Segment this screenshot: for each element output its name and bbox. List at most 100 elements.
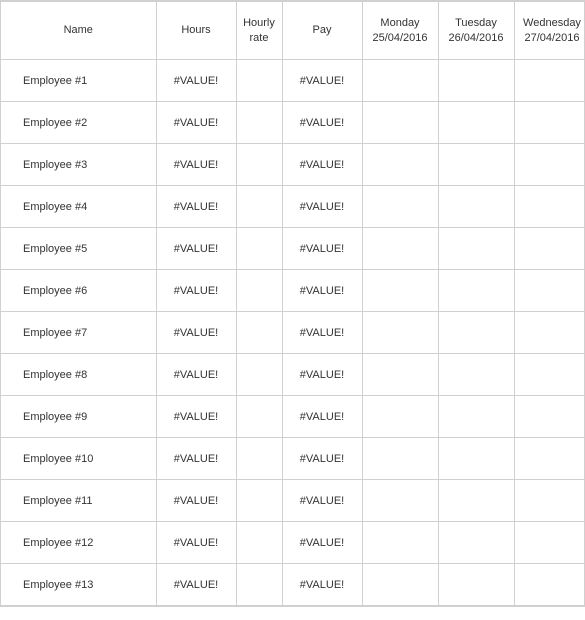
cell-mon[interactable] xyxy=(362,312,438,354)
cell-wed[interactable] xyxy=(514,270,585,312)
cell-rate[interactable] xyxy=(236,438,282,480)
cell-tue[interactable] xyxy=(438,60,514,102)
cell-tue[interactable] xyxy=(438,144,514,186)
cell-rate[interactable] xyxy=(236,228,282,270)
cell-hours[interactable]: #VALUE! xyxy=(156,102,236,144)
cell-tue[interactable] xyxy=(438,396,514,438)
cell-hours[interactable]: #VALUE! xyxy=(156,438,236,480)
col-header-wednesday[interactable]: Wednesday 27/04/2016 xyxy=(514,2,585,60)
col-header-tuesday[interactable]: Tuesday 26/04/2016 xyxy=(438,2,514,60)
col-header-name[interactable]: Name xyxy=(1,2,156,60)
cell-mon[interactable] xyxy=(362,144,438,186)
cell-pay[interactable]: #VALUE! xyxy=(282,396,362,438)
cell-hours[interactable]: #VALUE! xyxy=(156,270,236,312)
cell-mon[interactable] xyxy=(362,270,438,312)
cell-pay[interactable]: #VALUE! xyxy=(282,144,362,186)
cell-wed[interactable] xyxy=(514,228,585,270)
cell-name[interactable]: Employee #6 xyxy=(1,270,156,312)
table-row: Employee #4 #VALUE! #VALUE! xyxy=(1,186,585,228)
cell-tue[interactable] xyxy=(438,186,514,228)
cell-rate[interactable] xyxy=(236,396,282,438)
table-row: Employee #3 #VALUE! #VALUE! xyxy=(1,144,585,186)
cell-name[interactable]: Employee #11 xyxy=(1,480,156,522)
cell-pay[interactable]: #VALUE! xyxy=(282,438,362,480)
cell-rate[interactable] xyxy=(236,312,282,354)
cell-mon[interactable] xyxy=(362,354,438,396)
cell-mon[interactable] xyxy=(362,564,438,606)
cell-rate[interactable] xyxy=(236,144,282,186)
cell-hours[interactable]: #VALUE! xyxy=(156,144,236,186)
cell-name[interactable]: Employee #1 xyxy=(1,60,156,102)
cell-rate[interactable] xyxy=(236,186,282,228)
cell-mon[interactable] xyxy=(362,396,438,438)
cell-name[interactable]: Employee #4 xyxy=(1,186,156,228)
cell-mon[interactable] xyxy=(362,480,438,522)
cell-tue[interactable] xyxy=(438,102,514,144)
cell-pay[interactable]: #VALUE! xyxy=(282,228,362,270)
cell-wed[interactable] xyxy=(514,102,585,144)
cell-tue[interactable] xyxy=(438,354,514,396)
cell-wed[interactable] xyxy=(514,396,585,438)
cell-name[interactable]: Employee #8 xyxy=(1,354,156,396)
cell-wed[interactable] xyxy=(514,186,585,228)
cell-hours[interactable]: #VALUE! xyxy=(156,522,236,564)
cell-tue[interactable] xyxy=(438,312,514,354)
cell-pay[interactable]: #VALUE! xyxy=(282,480,362,522)
cell-tue[interactable] xyxy=(438,480,514,522)
cell-mon[interactable] xyxy=(362,60,438,102)
cell-name[interactable]: Employee #3 xyxy=(1,144,156,186)
cell-rate[interactable] xyxy=(236,60,282,102)
cell-pay[interactable]: #VALUE! xyxy=(282,270,362,312)
cell-hours[interactable]: #VALUE! xyxy=(156,186,236,228)
cell-pay[interactable]: #VALUE! xyxy=(282,102,362,144)
cell-rate[interactable] xyxy=(236,564,282,606)
cell-rate[interactable] xyxy=(236,522,282,564)
cell-rate[interactable] xyxy=(236,354,282,396)
cell-tue[interactable] xyxy=(438,228,514,270)
col-header-pay[interactable]: Pay xyxy=(282,2,362,60)
cell-wed[interactable] xyxy=(514,480,585,522)
col-header-monday[interactable]: Monday 25/04/2016 xyxy=(362,2,438,60)
cell-pay[interactable]: #VALUE! xyxy=(282,354,362,396)
cell-hours[interactable]: #VALUE! xyxy=(156,228,236,270)
cell-name[interactable]: Employee #7 xyxy=(1,312,156,354)
cell-name[interactable]: Employee #2 xyxy=(1,102,156,144)
cell-wed[interactable] xyxy=(514,144,585,186)
cell-pay[interactable]: #VALUE! xyxy=(282,564,362,606)
cell-mon[interactable] xyxy=(362,228,438,270)
cell-mon[interactable] xyxy=(362,438,438,480)
cell-wed[interactable] xyxy=(514,564,585,606)
cell-mon[interactable] xyxy=(362,186,438,228)
cell-name[interactable]: Employee #9 xyxy=(1,396,156,438)
cell-pay[interactable]: #VALUE! xyxy=(282,522,362,564)
cell-hours[interactable]: #VALUE! xyxy=(156,396,236,438)
cell-name[interactable]: Employee #12 xyxy=(1,522,156,564)
cell-tue[interactable] xyxy=(438,564,514,606)
cell-name[interactable]: Employee #13 xyxy=(1,564,156,606)
cell-hours[interactable]: #VALUE! xyxy=(156,564,236,606)
cell-wed[interactable] xyxy=(514,312,585,354)
cell-pay[interactable]: #VALUE! xyxy=(282,60,362,102)
col-header-hours[interactable]: Hours xyxy=(156,2,236,60)
cell-wed[interactable] xyxy=(514,60,585,102)
cell-rate[interactable] xyxy=(236,480,282,522)
cell-rate[interactable] xyxy=(236,270,282,312)
cell-tue[interactable] xyxy=(438,522,514,564)
cell-pay[interactable]: #VALUE! xyxy=(282,186,362,228)
cell-hours[interactable]: #VALUE! xyxy=(156,354,236,396)
col-header-rate[interactable]: Hourly rate xyxy=(236,2,282,60)
cell-hours[interactable]: #VALUE! xyxy=(156,480,236,522)
cell-name[interactable]: Employee #10 xyxy=(1,438,156,480)
cell-tue[interactable] xyxy=(438,438,514,480)
cell-wed[interactable] xyxy=(514,354,585,396)
cell-hours[interactable]: #VALUE! xyxy=(156,60,236,102)
cell-pay[interactable]: #VALUE! xyxy=(282,312,362,354)
cell-wed[interactable] xyxy=(514,522,585,564)
cell-rate[interactable] xyxy=(236,102,282,144)
cell-hours[interactable]: #VALUE! xyxy=(156,312,236,354)
cell-tue[interactable] xyxy=(438,270,514,312)
cell-mon[interactable] xyxy=(362,522,438,564)
cell-mon[interactable] xyxy=(362,102,438,144)
cell-name[interactable]: Employee #5 xyxy=(1,228,156,270)
cell-wed[interactable] xyxy=(514,438,585,480)
